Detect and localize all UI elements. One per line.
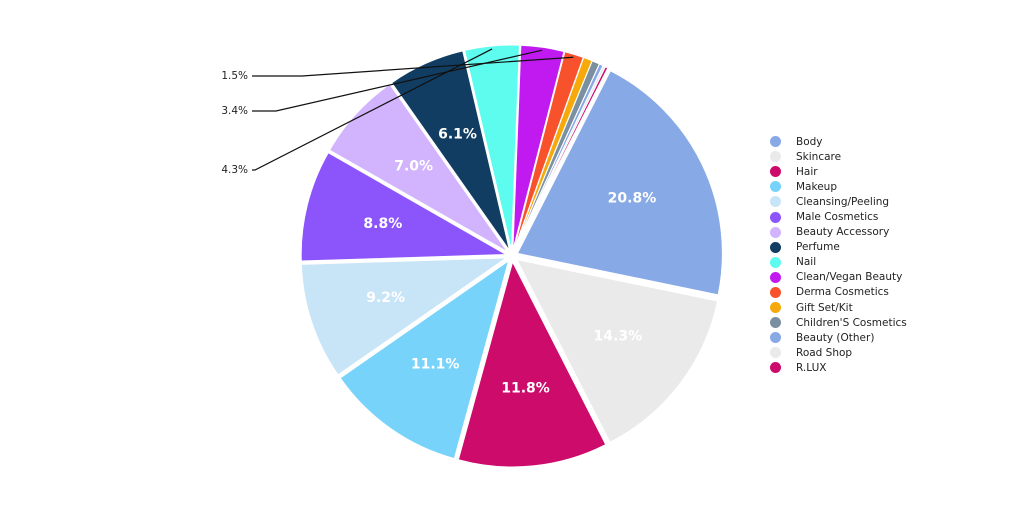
legend-item-road-shop: Road Shop [770, 345, 907, 360]
slice-label-hair: 11.8% [501, 380, 550, 396]
legend-label: Skincare [796, 150, 842, 163]
legend-label: Nail [796, 256, 817, 269]
legend-item-children-s-cosmetics: Children'S Cosmetics [770, 315, 907, 330]
pie-slice-beauty-accessory [328, 83, 508, 253]
legend-item-beauty-other: Beauty (Other) [770, 330, 907, 345]
legend-label: Road Shop [796, 346, 853, 359]
legend-label: Hair [796, 165, 818, 178]
pie-slice-r-lux [514, 66, 609, 251]
legend-item-clean-vegan-beauty: Clean/Vegan Beauty [770, 270, 907, 285]
legend-swatch [770, 166, 781, 178]
legend-label: Derma Cosmetics [796, 286, 889, 299]
legend-swatch [770, 226, 781, 238]
slice-label-clean-vegan-beauty: 3.4% [221, 105, 248, 117]
pie-slice-nail [464, 44, 520, 251]
legend-swatch [770, 347, 781, 359]
pie-slice-clean-vegan-beauty [512, 44, 565, 251]
slice-label-beauty-accessory: 7.0% [394, 158, 433, 174]
legend-swatch [770, 181, 781, 193]
legend-swatch [770, 151, 781, 163]
slice-label-perfume: 6.1% [438, 127, 477, 143]
leader-line-derma-cosmetics [252, 56, 574, 77]
legend-item-gift-set-kit: Gift Set/Kit [770, 300, 907, 315]
leader-line-nail [252, 48, 493, 171]
legend-label: Perfume [796, 241, 840, 254]
legend-item-makeup: Makeup [770, 179, 907, 194]
pie-slice-male-cosmetics [300, 152, 508, 262]
leader-line-clean-vegan-beauty [252, 49, 543, 112]
legend-label: R.LUX [796, 361, 827, 374]
legend-item-cleansing-peeling: Cleansing/Peeling [770, 194, 907, 209]
legend-swatch [770, 362, 781, 374]
legend-item-r-lux: R.LUX [770, 360, 907, 375]
legend-item-derma-cosmetics: Derma Cosmetics [770, 285, 907, 300]
legend-item-male-cosmetics: Male Cosmetics [770, 209, 907, 224]
slice-label-male-cosmetics: 8.8% [363, 216, 402, 232]
legend-label: Beauty (Other) [796, 331, 875, 344]
legend-swatch [770, 211, 781, 223]
legend-label: Beauty Accessory [796, 226, 890, 239]
slice-label-body: 20.8% [608, 190, 657, 206]
pie-slice-body [516, 70, 723, 296]
legend-label: Body [796, 135, 823, 148]
legend-item-body: Body [770, 134, 907, 149]
slice-label-nail: 4.3% [221, 164, 248, 176]
legend-item-perfume: Perfume [770, 240, 907, 255]
chart-legend: Body Skincare Hair Makeup Cleansing/Peeling M… [770, 134, 907, 376]
slice-label-skincare: 14.3% [594, 329, 643, 345]
slice-label-cleansing-peeling: 9.2% [366, 290, 405, 306]
legend-item-skincare: Skincare [770, 149, 907, 164]
legend-label: Cleansing/Peeling [796, 195, 890, 208]
legend-swatch [770, 136, 781, 148]
pie-slice-hair [457, 260, 607, 468]
legend-swatch [770, 317, 781, 329]
legend-swatch [770, 302, 781, 314]
legend-label: Clean/Vegan Beauty [796, 271, 903, 284]
pie-slice-cleansing-peeling [300, 257, 508, 376]
slice-label-makeup: 11.1% [411, 357, 460, 373]
legend-item-hair: Hair [770, 164, 907, 179]
pie-slice-skincare [515, 258, 719, 443]
legend-swatch [770, 271, 781, 283]
legend-swatch [770, 196, 781, 208]
pie-slice-perfume [390, 50, 511, 251]
legend-swatch [770, 286, 781, 298]
legend-swatch [770, 332, 781, 344]
slice-label-derma-cosmetics: 1.5% [221, 70, 248, 82]
pie-slice-makeup [339, 259, 510, 460]
legend-label: Children'S Cosmetics [796, 316, 907, 329]
legend-swatch [770, 241, 781, 253]
legend-swatch [770, 256, 781, 268]
legend-label: Gift Set/Kit [796, 301, 853, 314]
legend-item-nail: Nail [770, 255, 907, 270]
legend-label: Male Cosmetics [796, 211, 879, 224]
legend-item-beauty-accessory: Beauty Accessory [770, 225, 907, 240]
legend-label: Makeup [796, 180, 837, 193]
